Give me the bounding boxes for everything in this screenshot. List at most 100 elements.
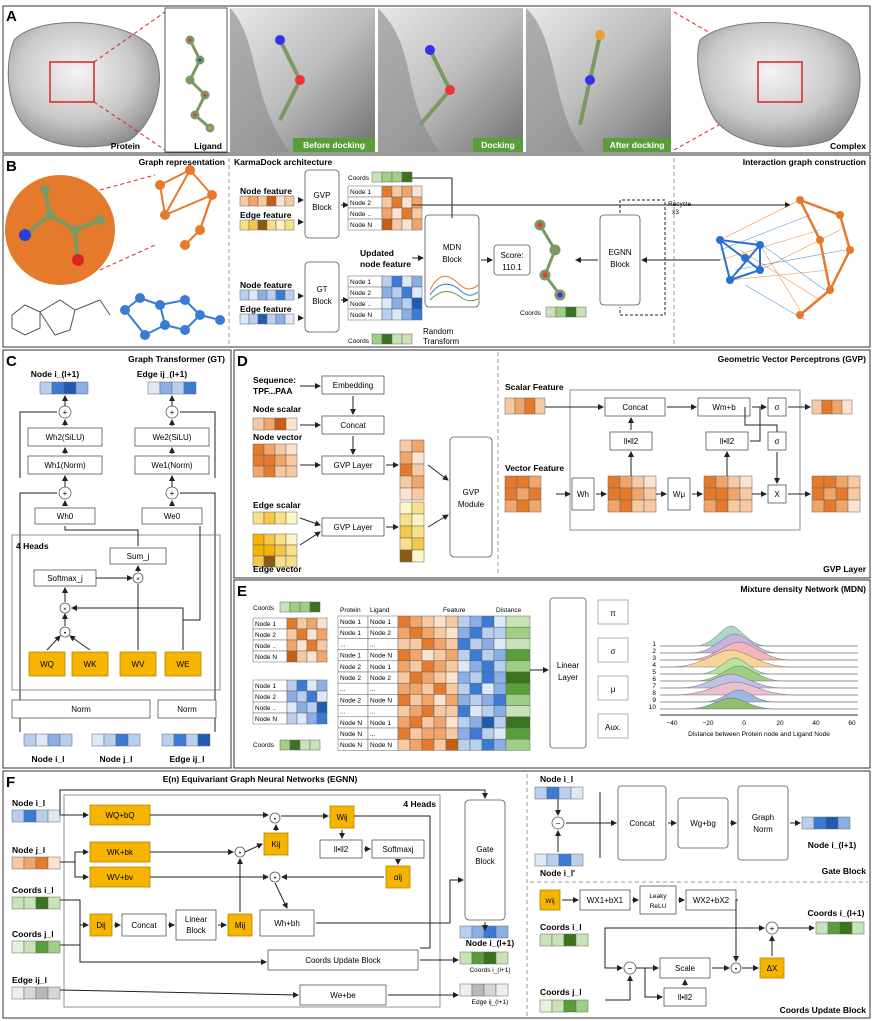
panel-c-label: C <box>6 353 17 370</box>
mij-box <box>227 913 253 937</box>
feature-cell <box>409 638 423 650</box>
protein-node: ... <box>340 641 346 648</box>
feature-cell <box>563 933 577 947</box>
feature-cell <box>23 940 37 954</box>
feature-cell <box>504 397 516 415</box>
wq-bq-label: WQ+bQ <box>105 811 134 820</box>
matrix-cell <box>316 712 328 725</box>
gate-out-bar <box>801 816 851 830</box>
feature-cell <box>457 615 471 628</box>
dij-label: Dij <box>96 921 106 930</box>
softmax-label: Softmax_j <box>47 574 83 583</box>
feature-cell <box>409 705 423 718</box>
feature-cell <box>493 671 507 684</box>
matrix-cell <box>306 628 318 641</box>
feature-cell <box>469 727 483 740</box>
feature-cell <box>248 219 259 231</box>
edge-feature-bar-top <box>239 219 295 231</box>
matrix-cell <box>631 487 645 501</box>
gvp-layer-label-1: GVP Layer <box>334 461 373 470</box>
feature-cell <box>75 381 89 395</box>
feature-cell <box>421 649 435 662</box>
matrix-cell <box>252 465 265 478</box>
cu-norm-box <box>663 987 707 1007</box>
cu-wx2-label: WX2+bX2 <box>693 896 730 905</box>
ligand-molecule <box>185 35 215 133</box>
sequence-label: Sequence: <box>253 375 296 385</box>
ligand-node: ... <box>370 709 376 716</box>
row-label: Node 1 <box>255 621 276 628</box>
feature-cell <box>252 511 265 525</box>
feature-cell <box>266 219 277 231</box>
matrix-cell <box>296 650 308 663</box>
ridge-tick-x: 0 <box>742 720 746 727</box>
norm-label-d2: ll•ll2 <box>720 437 735 446</box>
f-node-i-bar <box>11 809 61 823</box>
feature-cell <box>23 809 37 823</box>
concat-box-d <box>321 415 385 435</box>
f-edge-bar <box>11 986 61 1000</box>
protein-node: Node 1 <box>340 630 361 637</box>
node-scalar-bar <box>252 417 298 431</box>
matrix-cell <box>411 451 425 465</box>
orange-graph <box>155 165 217 250</box>
feature-cell <box>457 626 471 639</box>
norm-label-left: Norm <box>71 705 91 714</box>
feature-cell <box>546 853 560 867</box>
gvp-module-line2: Module <box>458 500 485 509</box>
feature-cell <box>433 660 447 673</box>
gt-out-node-bar <box>39 381 89 395</box>
matrix-cell <box>296 639 308 652</box>
feature-cell <box>59 733 73 747</box>
matrix-cell <box>607 475 621 489</box>
coords-label-bottom: Coords <box>348 338 370 345</box>
feature-cell <box>481 694 495 706</box>
feature-cell <box>47 896 61 910</box>
matrix-cell <box>619 475 633 489</box>
ridge-density <box>660 681 858 696</box>
matrix-cell <box>401 308 413 321</box>
matrix-cell <box>391 185 403 198</box>
feature-cell <box>546 786 560 800</box>
feature-cell <box>457 716 471 729</box>
feature-cell <box>409 682 423 695</box>
updated-label-line2: node feature <box>360 259 411 269</box>
feature-cell <box>263 511 276 525</box>
feature-cell <box>115 733 129 747</box>
gvp-block <box>304 169 340 239</box>
feature-cell <box>539 933 553 947</box>
feature-cell <box>445 626 459 639</box>
gvp-module-box <box>449 436 493 558</box>
cu-scale-box <box>659 957 711 979</box>
matrix-cell <box>727 487 741 501</box>
mdn-line1: MDN <box>443 243 461 252</box>
sigma-label-1: σ <box>775 403 780 412</box>
f-linear-box <box>175 909 217 941</box>
matrix-cell <box>306 712 318 725</box>
wh1-box <box>27 455 103 475</box>
matrix-cell <box>263 544 276 557</box>
matrix-cell <box>263 454 276 467</box>
protein-node: Node N <box>340 720 362 727</box>
ridge-tick-x: 20 <box>776 720 784 727</box>
feature-cell <box>159 381 173 395</box>
gate-wg-box <box>677 797 729 849</box>
feature-cell <box>421 682 435 695</box>
we-label: WE <box>177 660 190 669</box>
f-coords-i-bar <box>11 896 61 910</box>
after-docking-label: After docking <box>610 140 665 150</box>
matrix-cell <box>285 544 298 557</box>
gt-block <box>304 261 340 333</box>
cu-wx1-box <box>579 889 631 911</box>
matrix-cell <box>274 544 287 557</box>
blue-graph <box>120 293 225 340</box>
matrix-cell <box>391 196 403 209</box>
mdn-line2: Block <box>442 255 463 264</box>
matrix-cell <box>316 650 328 663</box>
matrix-cell <box>306 701 318 714</box>
cu-norm-label: ll•ll2 <box>678 993 693 1002</box>
cu-coords-j-bar <box>539 999 589 1013</box>
feature-cell <box>409 727 423 740</box>
score-label: Score: <box>500 251 523 260</box>
